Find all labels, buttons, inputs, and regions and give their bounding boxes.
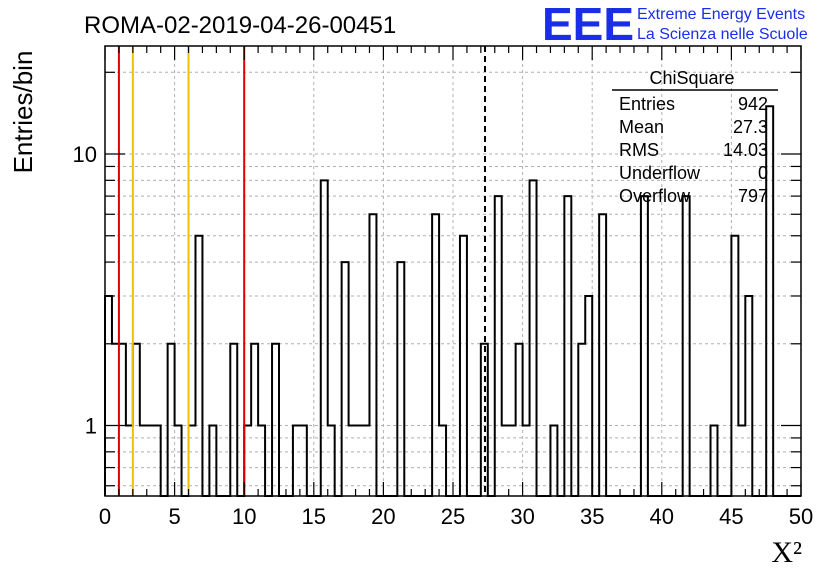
histogram-bin xyxy=(495,196,502,496)
x-tick-label: 50 xyxy=(789,504,813,529)
stats-value-mean: 27.3 xyxy=(733,117,768,137)
x-tick-label: 10 xyxy=(232,504,256,529)
histogram-bin xyxy=(230,344,237,496)
histogram-bin xyxy=(397,262,404,496)
y-axis-title: Entries/bin xyxy=(8,51,38,174)
x-axis-title: X² xyxy=(771,536,802,569)
histogram-bin xyxy=(460,236,467,496)
histogram-bin xyxy=(105,296,112,496)
stats-label-entries: Entries xyxy=(619,94,675,114)
histogram-bin xyxy=(369,214,376,496)
histogram-bin xyxy=(195,236,202,496)
y-axis: 1 10 xyxy=(73,71,801,487)
stats-value-entries: 942 xyxy=(738,94,768,114)
eee-logo: EEE Extreme Energy Events La Scienza nel… xyxy=(542,0,808,50)
x-axis: 0 5 10 15 20 25 30 35 40 45 50 xyxy=(99,46,813,529)
logo-line-2: La Scienza nelle Scuole xyxy=(637,26,808,43)
histogram-bin xyxy=(272,344,279,496)
histogram-bin xyxy=(516,344,523,496)
logo-mark: EEE xyxy=(542,0,634,50)
stats-label-mean: Mean xyxy=(619,117,664,137)
stats-value-overflow: 797 xyxy=(738,186,768,206)
x-tick-label: 5 xyxy=(168,504,180,529)
histogram-bin xyxy=(641,196,648,496)
grid xyxy=(105,46,801,496)
stats-label-overflow: Overflow xyxy=(619,186,691,206)
x-tick-label: 35 xyxy=(580,504,604,529)
logo-line-1: Extreme Energy Events xyxy=(637,6,805,23)
histogram-bin xyxy=(342,262,349,496)
stats-label-underflow: Underflow xyxy=(619,163,701,183)
stats-title: ChiSquare xyxy=(649,68,734,88)
x-tick-label: 0 xyxy=(99,504,111,529)
chart-title: ROMA-02-2019-04-26-00451 xyxy=(84,12,396,39)
x-tick-label: 40 xyxy=(650,504,674,529)
reference-lines xyxy=(117,46,487,496)
x-tick-label: 20 xyxy=(371,504,395,529)
x-tick-label: 45 xyxy=(719,504,743,529)
x-tick-label: 30 xyxy=(510,504,534,529)
stats-label-rms: RMS xyxy=(619,140,659,160)
histogram-bin xyxy=(168,344,175,496)
y-tick-label: 1 xyxy=(85,414,97,439)
histogram-bin xyxy=(683,196,690,496)
y-tick-label: 10 xyxy=(73,142,97,167)
histogram-bin xyxy=(745,296,752,496)
histogram-bin xyxy=(599,214,606,496)
stats-value-underflow: 0 xyxy=(758,163,768,183)
histogram-bin xyxy=(585,296,592,496)
stats-value-rms: 14.03 xyxy=(723,140,768,160)
stats-box: ChiSquare Entries 942 Mean 27.3 RMS 14.0… xyxy=(612,68,778,206)
x-tick-label: 15 xyxy=(302,504,326,529)
histogram-bin xyxy=(112,344,119,496)
histogram-bin xyxy=(731,236,738,496)
x-tick-label: 25 xyxy=(441,504,465,529)
histogram-bin xyxy=(530,180,537,496)
histogram-bin xyxy=(321,180,328,496)
histogram-bin xyxy=(432,214,439,496)
histogram-bin xyxy=(251,344,258,496)
histogram-bin xyxy=(133,344,140,496)
histogram-bin xyxy=(578,344,585,496)
histogram-bin xyxy=(564,196,571,496)
histogram-bin xyxy=(119,344,126,496)
